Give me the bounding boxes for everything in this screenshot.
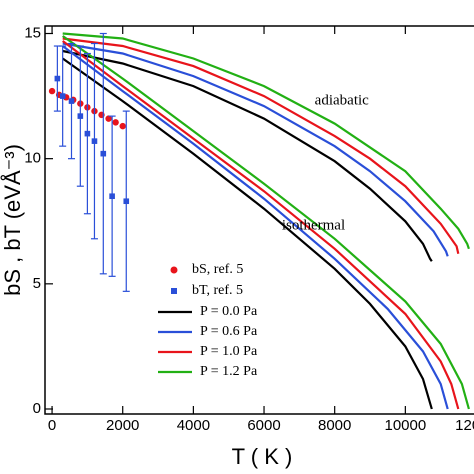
curve (62, 35, 470, 410)
x-tick-label: 6000 (247, 417, 280, 434)
x-tick-label: 2000 (106, 417, 139, 434)
legend-label: P = 0.6 Pa (200, 324, 258, 339)
legend-label: P = 1.2 Pa (200, 364, 258, 379)
point (91, 138, 98, 144)
y-tick-label: 5 (33, 275, 41, 292)
x-axis-label: T ( K ) (232, 444, 293, 469)
curve (62, 49, 433, 262)
x-tick-label: 12000 (455, 417, 474, 434)
x-tick-label: 4000 (177, 417, 210, 434)
legend-marker (171, 288, 177, 294)
point (54, 75, 61, 82)
curve (62, 45, 449, 410)
plot-frame (44, 25, 474, 415)
legend-label: bS, ref. 5 (192, 262, 243, 277)
curve (62, 32, 470, 250)
curve (62, 42, 449, 257)
legend-label: P = 0.0 Pa (200, 304, 258, 319)
x-tick-label: 8000 (318, 417, 351, 434)
y-tick-label: 15 (24, 24, 41, 41)
curve (62, 40, 460, 410)
y-tick-label: 10 (24, 150, 41, 167)
point (100, 150, 107, 157)
x-tick-label: 0 (48, 417, 56, 434)
curve (62, 57, 433, 410)
y-axis-label: bS , bT (eVÅ⁻³) (0, 144, 25, 296)
x-tick-label: 10000 (384, 417, 426, 434)
point (84, 130, 91, 137)
point (77, 113, 84, 119)
point (48, 87, 56, 95)
point (109, 193, 115, 200)
legend-label: P = 1.0 Pa (200, 344, 258, 359)
y-tick-label: 0 (33, 400, 41, 417)
legend-label: bT, ref. 5 (192, 283, 243, 298)
annotation: adiabatic (315, 93, 369, 109)
legend-marker (170, 266, 178, 274)
point (59, 93, 66, 99)
annotation: isothermal (282, 218, 345, 234)
point (68, 98, 75, 104)
curve (62, 37, 460, 255)
point (112, 119, 119, 126)
point (123, 198, 130, 205)
point (105, 115, 112, 122)
point (119, 122, 126, 130)
